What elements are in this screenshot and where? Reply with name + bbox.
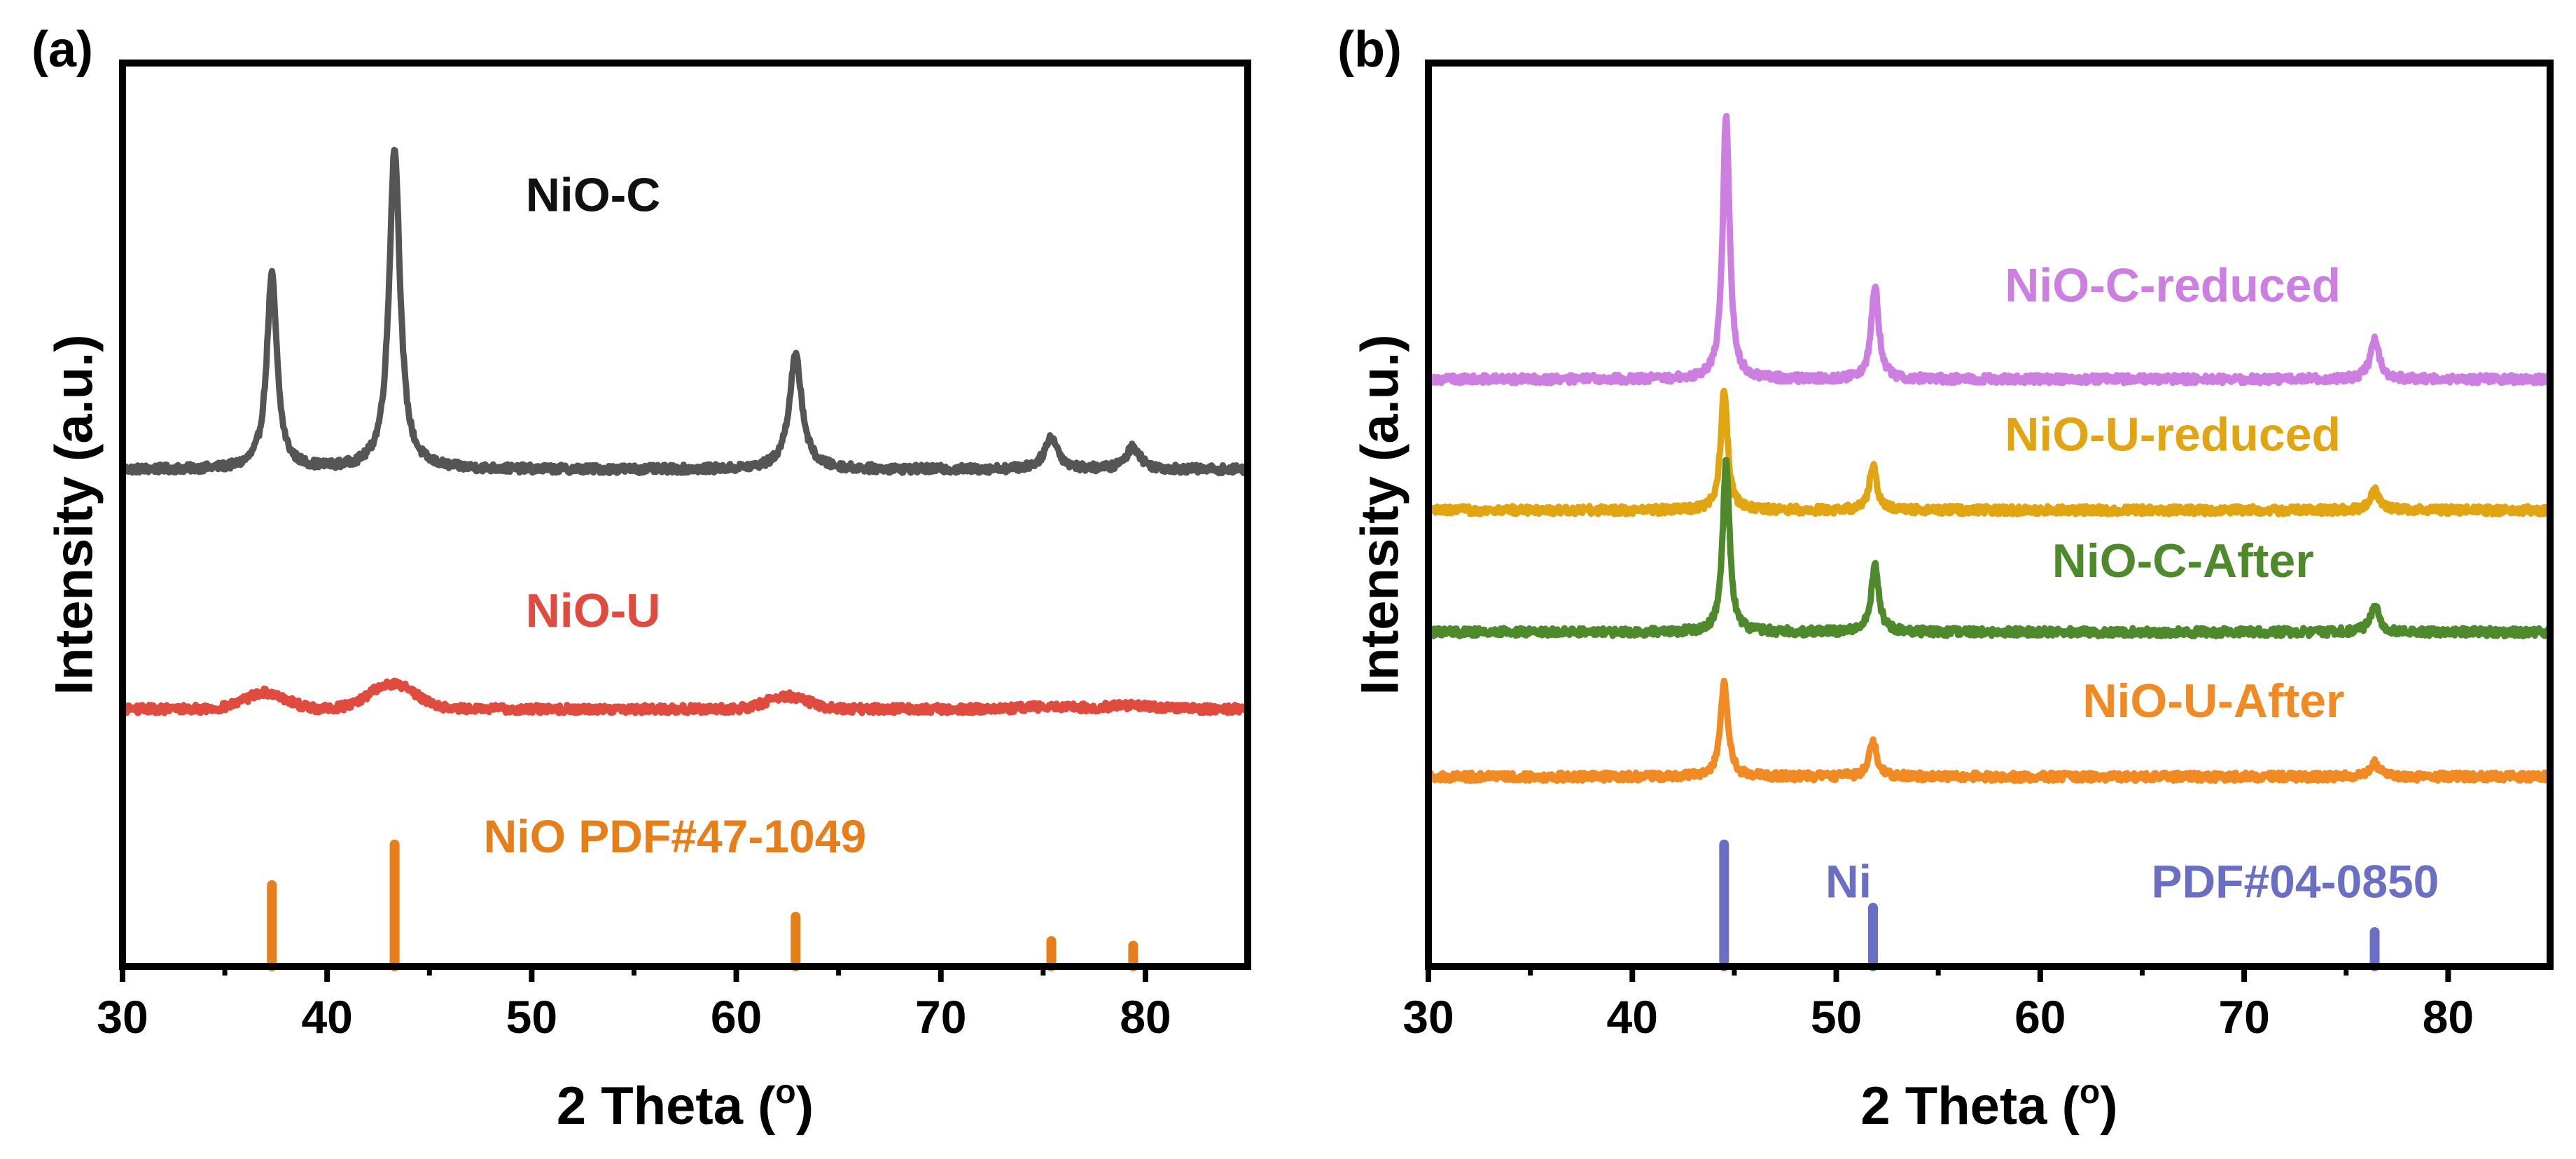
panel-a-y-axis-label: Intensity (a.u.) (45, 334, 104, 695)
panel-a-x-tick-label: 80 (1120, 991, 1171, 1043)
panel-b-y-axis-label: Intensity (a.u.) (1351, 334, 1410, 695)
panel-a-x-tick-label: 50 (506, 991, 557, 1043)
panel-b-reference-prefix: Ni (1825, 855, 1872, 907)
panel-a-axes-frame (119, 60, 1251, 970)
panel-b-series-line (1426, 387, 2554, 518)
panel-b-x-tick-label: 70 (2218, 991, 2269, 1043)
panel-b-label: (b) (1337, 22, 1402, 78)
panel-a-x-axis-label-sup: o (775, 1074, 795, 1111)
panel-b-x-tick-label: 60 (2014, 991, 2066, 1043)
panel-b-x-axis-label-main: 2 Theta ( (1860, 1076, 2080, 1136)
panel-b-axes-frame (1425, 60, 2554, 970)
panel-b-x-tick-label: 40 (1607, 991, 1658, 1043)
panel-b-x-axis-label-sup: o (2080, 1074, 2100, 1111)
panel-b-series-label: NiO-C-reduced (2005, 258, 2341, 312)
panel-b-series-line (1425, 113, 2554, 387)
panel-b-plot-area: Ni PDF#04-0850 NiO-C-reduced NiO-U-reduced N… (1402, 60, 2554, 1043)
panel-a-x-tick-label: 60 (711, 991, 762, 1043)
panel-b: (b) Intensity (a.u.) 2 Theta (o) Ni PDF#0… (1337, 22, 2554, 1136)
panel-a-x-axis-label-end: ) (796, 1076, 814, 1136)
panel-b-series-label: NiO-U-reduced (2005, 408, 2341, 461)
panel-b-x-tick-label: 80 (2423, 991, 2474, 1043)
panel-a-series-line (119, 146, 1251, 477)
panel-b-x-tick-label: 50 (1811, 991, 1862, 1043)
panel-a-plot-area: NiO PDF#47-1049 NiO-C NiO-U 30 40 50 60 70 80 (97, 60, 1251, 1043)
panel-b-reference-label: PDF#04-0850 (2151, 855, 2439, 907)
panel-b-series-label: NiO-U-After (2082, 674, 2344, 728)
panel-a-x-tick-label: 40 (301, 991, 352, 1043)
panel-a-series-label: NiO-C (526, 168, 661, 221)
panel-b-series-label: NiO-C-After (2052, 534, 2314, 588)
panel-b-series-line (1426, 677, 2554, 784)
panel-a: (a) Intensity (a.u.) 2 Theta (o) NiO PDF… (32, 22, 1251, 1136)
panel-a-x-axis-label: 2 Theta (o) (557, 1074, 814, 1136)
panel-a-x-axis-label-main: 2 Theta ( (557, 1076, 776, 1136)
panel-b-x-axis-label-end: ) (2100, 1076, 2117, 1136)
panel-a-label: (a) (32, 22, 93, 78)
panel-a-series-label: NiO-U (526, 584, 661, 637)
panel-b-series-line (1425, 457, 2554, 639)
panel-a-reference-label: NiO PDF#47-1049 (484, 810, 867, 862)
panel-b-x-tick-label: 30 (1402, 991, 1454, 1043)
panel-a-series-line (120, 677, 1251, 716)
panel-a-x-tick-label: 70 (915, 991, 966, 1043)
panel-b-x-axis-label: 2 Theta (o) (1860, 1074, 2117, 1136)
panel-a-x-tick-label: 30 (97, 991, 148, 1043)
